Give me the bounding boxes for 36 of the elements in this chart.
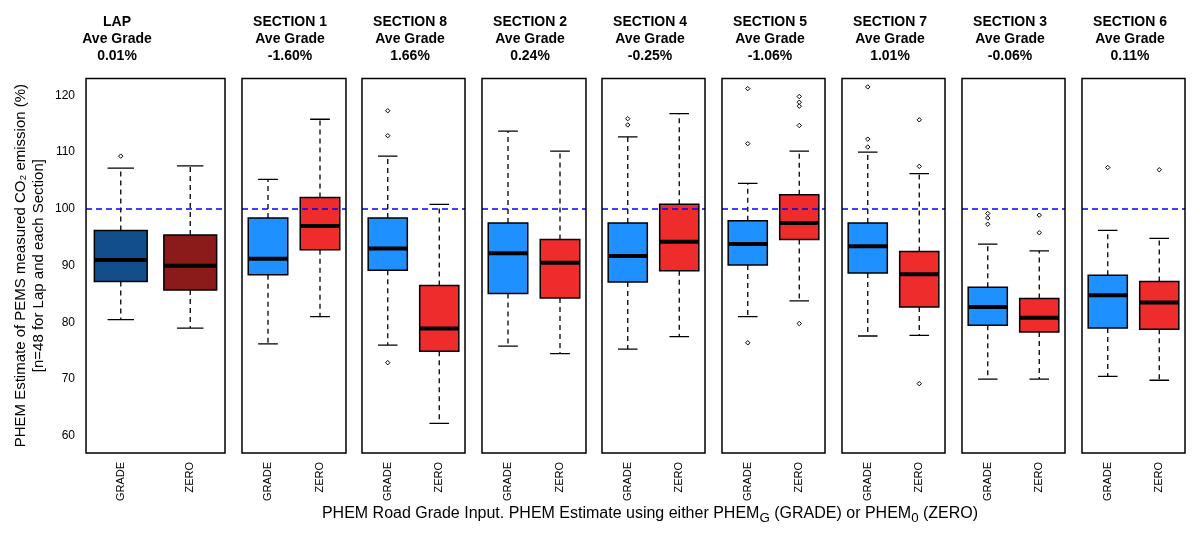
- y-tick-label: 100: [54, 201, 76, 216]
- y-tick-label: 110: [55, 144, 76, 159]
- chart-title: SECTION 1 Ave Grade -1.60%: [253, 13, 328, 63]
- x-tick-label: GRADE: [261, 461, 274, 502]
- x-tick-label: GRADE: [380, 461, 393, 502]
- chart-title: SECTION 7 Ave Grade 1.01%: [853, 13, 928, 63]
- x-tick-label: GRADE: [113, 461, 126, 502]
- x-axis-title: PHEM Road Grade Input. PHEM Estimate using either PHEM$_{G}$ (GRADE) or PHEM$_{0}$ (ZERO): [321, 504, 979, 526]
- chart-title: SECTION 6 Ave Grade 0.11%: [1093, 13, 1168, 63]
- y-tick-label: 70: [61, 371, 76, 386]
- y-tick-label: 60: [61, 428, 76, 443]
- y-tick-label: 90: [61, 257, 76, 272]
- x-tick-label: ZERO: [432, 461, 445, 493]
- x-tick-label: ZERO: [1152, 461, 1165, 493]
- x-tick-label: ZERO: [1032, 461, 1045, 493]
- chart-title: SECTION 4 Ave Grade -0.25%: [613, 13, 688, 63]
- x-tick-label: ZERO: [183, 461, 196, 493]
- y-tick-label: 120: [54, 87, 76, 102]
- y-tick-label: 80: [61, 314, 76, 329]
- x-tick-label: GRADE: [501, 461, 514, 502]
- x-tick-label: ZERO: [792, 461, 805, 493]
- x-tick-label: GRADE: [620, 461, 633, 502]
- x-tick-label: GRADE: [860, 461, 873, 502]
- chart-title: SECTION 2 Ave Grade 0.24%: [493, 13, 568, 63]
- x-tick-label: ZERO: [912, 461, 925, 493]
- chart-title: SECTION 5 Ave Grade -1.06%: [733, 13, 808, 63]
- chart-title: SECTION 8 Ave Grade 1.66%: [373, 13, 448, 63]
- x-tick-label: GRADE: [740, 461, 753, 502]
- x-tick-label: ZERO: [672, 461, 685, 493]
- x-tick-label: GRADE: [980, 461, 993, 502]
- chart-title: LAP Ave Grade 0.01%: [82, 13, 152, 63]
- x-tick-label: GRADE: [1100, 461, 1113, 502]
- chart-title: SECTION 3 Ave Grade -0.06%: [973, 13, 1048, 63]
- y-axis-title: PHEM Estimate of PEMS measured CO₂ emission (%) [n=48 for Lap and each Section]: [11, 83, 47, 448]
- x-tick-label: ZERO: [553, 461, 566, 493]
- x-tick-label: ZERO: [313, 461, 326, 493]
